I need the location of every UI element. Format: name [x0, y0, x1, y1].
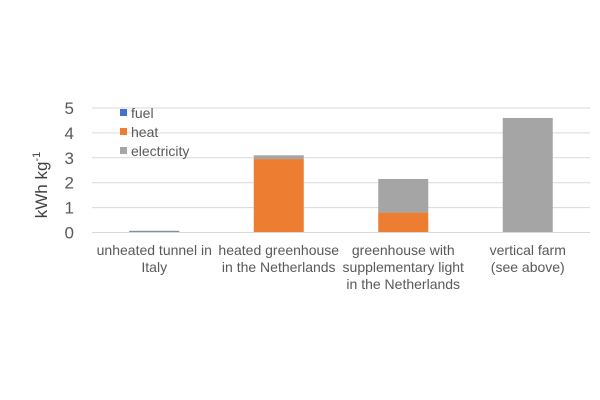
- y-tick-label: 1: [65, 199, 74, 218]
- x-category-label: vertical farm (see above): [490, 242, 566, 275]
- x-category-label-line: (see above): [491, 259, 565, 275]
- legend-label-fuel: fuel: [131, 105, 154, 121]
- legend-swatch-fuel: [120, 109, 127, 116]
- y-tick-label: 5: [65, 99, 74, 118]
- y-tick-label: 3: [65, 149, 74, 168]
- legend-swatch-heat: [120, 128, 127, 135]
- x-category-label: greenhouse with supplementary light in the…: [343, 242, 465, 292]
- y-tick-label: 4: [65, 124, 74, 143]
- legend-label-heat: heat: [131, 124, 158, 140]
- legend-swatch-electricity: [120, 147, 127, 154]
- x-category-label: heated greenhouse in the Netherlands: [218, 242, 339, 275]
- bar-segment-electricity: [253, 155, 304, 160]
- bar-segment-electricity: [129, 230, 180, 232]
- legend: fuel heat electricity: [120, 105, 189, 159]
- x-category-label-line: supplementary light: [343, 259, 465, 275]
- x-category-label-line: in the Netherlands: [346, 276, 460, 292]
- bar-segment-fuel: [129, 231, 180, 233]
- bar-segment-electricity: [378, 178, 429, 213]
- x-category-label: unheated tunnel in Italy: [97, 242, 212, 275]
- x-category-label-line: in the Netherlands: [222, 259, 336, 275]
- x-category-label-line: greenhouse with: [352, 242, 455, 258]
- bar-segment-heat: [253, 159, 304, 233]
- x-category-label-line: vertical farm: [490, 242, 566, 258]
- y-tick-label: 2: [65, 174, 74, 193]
- y-axis-label: kWh kg-1: [31, 152, 51, 218]
- y-tick-label: 0: [65, 224, 74, 243]
- y-axis-label-superscript: -1: [31, 152, 43, 162]
- bar-segment-electricity: [502, 117, 553, 233]
- x-category-label-line: heated greenhouse: [218, 242, 339, 258]
- y-tick-labels: 0 1 2 3 4 5: [65, 99, 74, 243]
- x-category-label-line: Italy: [141, 259, 167, 275]
- x-category-label-line: unheated tunnel in: [97, 242, 212, 258]
- bar-segment-heat: [378, 212, 429, 233]
- bars: [129, 117, 553, 233]
- legend-label-electricity: electricity: [131, 143, 189, 159]
